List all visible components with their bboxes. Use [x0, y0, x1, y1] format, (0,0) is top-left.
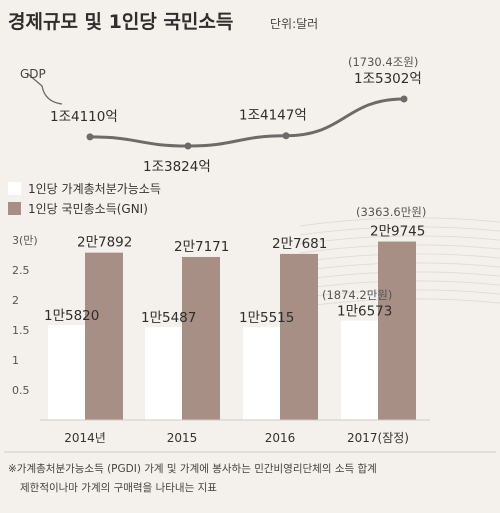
y-tick-label: 1 — [12, 354, 19, 367]
legend-swatch-pgdi — [8, 182, 21, 195]
bar-value-label-pgdi: 1만5487 — [141, 310, 196, 326]
gdp-value-label: 1조3824억 — [143, 159, 211, 175]
bar-pgdi — [48, 325, 85, 420]
legend-label-pgdi: 1인당 가계총처분가능소득 — [28, 182, 161, 196]
unit-label: 단위:달러 — [270, 17, 318, 31]
bar-pgdi — [341, 320, 378, 420]
gdp-leader-line — [27, 73, 63, 105]
gdp-point — [86, 133, 94, 141]
bar-gni — [182, 256, 220, 420]
gdp-value-label: 1조5302억 — [354, 71, 422, 87]
background-texture-line — [299, 226, 500, 236]
x-tick-label: 2017(잠정) — [347, 431, 409, 445]
gni-krw-annotation: (3363.6만원) — [356, 205, 426, 219]
background-texture-line — [299, 235, 500, 245]
bar-value-label-pgdi: 1만5820 — [44, 308, 99, 324]
legend-swatch-gni — [8, 202, 21, 215]
x-tick-label: 2016 — [265, 431, 296, 445]
y-tick-label: 3(만) — [12, 234, 38, 247]
gdp-point — [400, 95, 408, 103]
bar-pgdi — [243, 326, 280, 420]
bar-gni — [378, 241, 416, 420]
y-tick-label: 1.5 — [12, 324, 30, 337]
footnote-line-2: 제한적이나마 가계의 구매력을 나타내는 지표 — [20, 482, 217, 494]
legend-label-gni: 1인당 국민총소득(GNI) — [28, 202, 148, 216]
chart-title: 경제규모 및 1인당 국민소득 — [8, 11, 233, 33]
bar-pgdi — [145, 327, 182, 420]
y-tick-label: 2 — [12, 294, 19, 307]
x-tick-label: 2015 — [167, 431, 198, 445]
footnote-line-1: ※가계총처분가능소득 (PGDI) 가계 및 가계에 봉사하는 민간비영리단체의… — [8, 462, 377, 475]
bar-value-label-gni: 2만7892 — [77, 235, 132, 251]
gdp-krw-annotation: (1730.4조원) — [348, 55, 418, 69]
y-tick-label: 2.5 — [12, 264, 30, 277]
bar-gni — [280, 253, 318, 420]
background-texture-line — [299, 217, 500, 227]
bar-value-label-pgdi: 1만6573 — [337, 304, 392, 320]
pgdi-krw-annotation: (1874.2만원) — [322, 288, 392, 302]
series-label-gdp: GDP — [20, 67, 46, 81]
bar-value-label-pgdi: 1만5515 — [239, 310, 294, 326]
bar-value-label-gni: 2만9745 — [370, 224, 425, 240]
gdp-value-label: 1조4110억 — [50, 109, 118, 125]
y-tick-label: 0.5 — [12, 384, 30, 397]
bar-gni — [85, 252, 123, 420]
x-tick-label: 2014년 — [64, 431, 106, 445]
gdp-point — [184, 142, 192, 150]
gdp-value-label: 1조4147억 — [239, 108, 307, 124]
bar-value-label-gni: 2만7171 — [174, 239, 229, 255]
bar-value-label-gni: 2만7681 — [272, 236, 327, 252]
gdp-point — [282, 132, 290, 140]
gdp-line — [89, 97, 405, 148]
